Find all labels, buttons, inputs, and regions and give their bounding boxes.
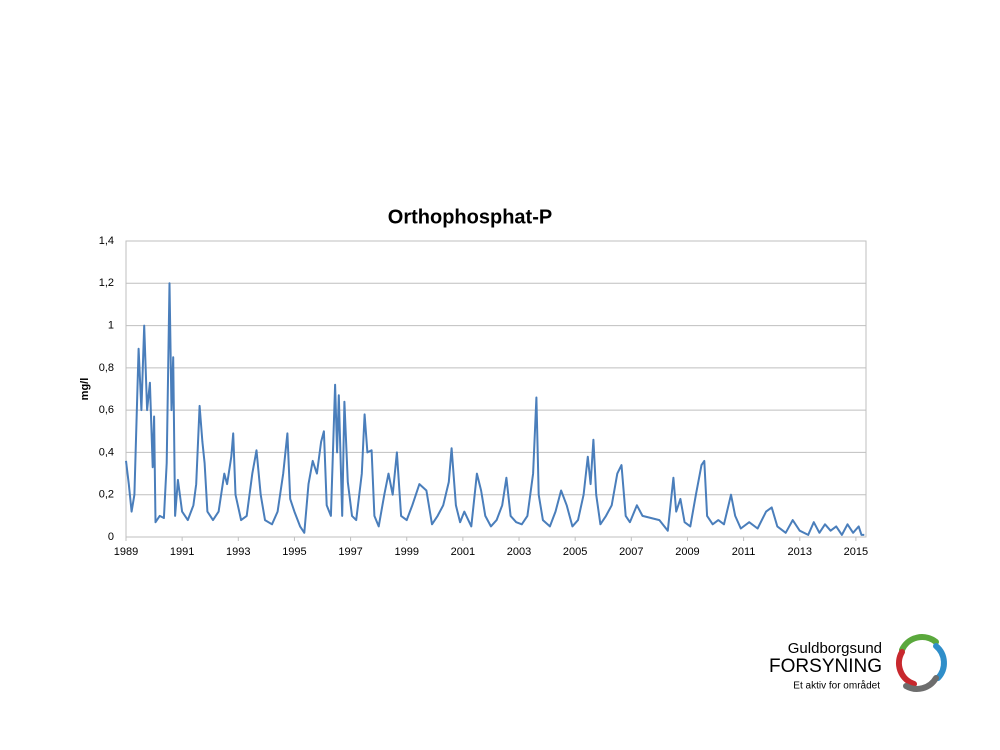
logo-icon (895, 634, 947, 692)
logo-arc (895, 649, 917, 687)
logo-name: Guldborgsund (788, 640, 882, 657)
x-tick-label: 2005 (563, 546, 587, 558)
logo-arc (899, 634, 939, 653)
x-tick-label: 2011 (732, 546, 756, 558)
plot: 0 0,2 0,4 0,6 0,8 1 1,2 1,4 1989 1991 1993 1995 1997… (99, 235, 868, 558)
x-tick-label: 2013 (788, 546, 812, 558)
x-tick-label: 1995 (282, 546, 306, 558)
logo-tagline: Et aktiv for området (793, 680, 880, 692)
x-tick-label: 1991 (170, 546, 194, 558)
x-tick-label: 1989 (114, 546, 138, 558)
y-axis-label: mg/l (79, 378, 91, 401)
logo-company: FORSYNING (769, 656, 882, 677)
plot-frame (125, 240, 867, 538)
data-line (125, 282, 865, 536)
x-tick-label: 2003 (507, 546, 531, 558)
x-tick-label: 2009 (675, 546, 699, 558)
y-tick-label: 0,6 (99, 404, 114, 416)
y-tick-label: 0 (108, 531, 114, 543)
y-tick-label: 0,8 (99, 362, 114, 374)
y-tick-label: 1,4 (99, 235, 114, 247)
chart-title: Orthophosphat-P (388, 206, 552, 228)
x-tick-label: 1997 (338, 546, 362, 558)
x-tick-label: 2007 (619, 546, 643, 558)
y-tick-label: 1 (108, 319, 114, 331)
y-tick-label: 1,2 (99, 277, 114, 289)
y-tick-label: 0,4 (99, 446, 114, 458)
x-tick-label: 2001 (451, 546, 475, 558)
x-tick-label: 1999 (394, 546, 418, 558)
x-tick-label: 1993 (226, 546, 250, 558)
y-tick-label: 0,2 (99, 489, 114, 501)
logo-arc (933, 643, 947, 681)
logo-arc (903, 675, 939, 692)
x-tick-label: 2015 (844, 546, 868, 558)
